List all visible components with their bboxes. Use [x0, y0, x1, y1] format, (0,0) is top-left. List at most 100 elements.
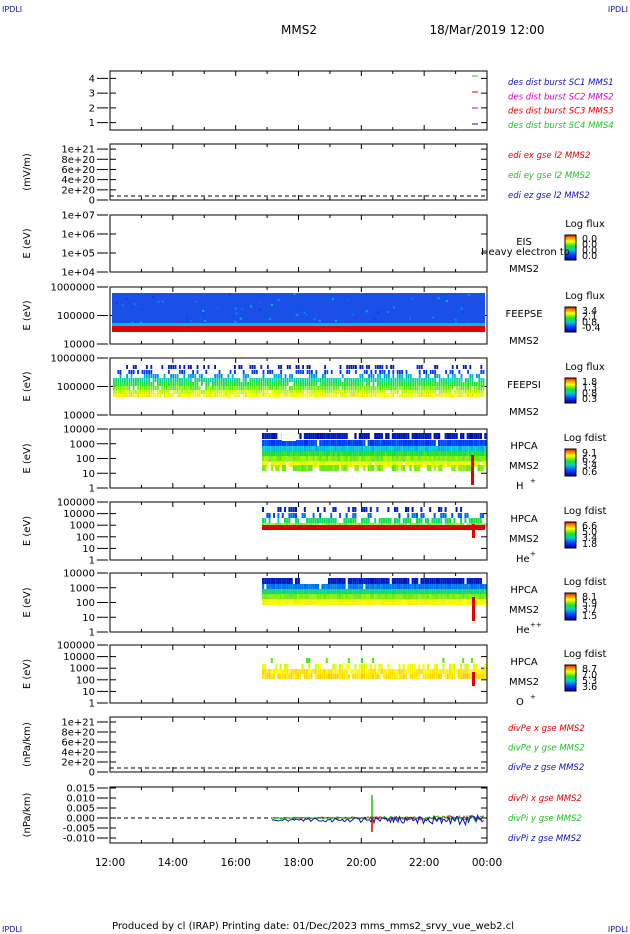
spectrogram-cell	[172, 378, 175, 382]
spectrogram-cell	[295, 674, 297, 679]
spectrogram-cell	[299, 456, 302, 462]
spectrogram-cell	[323, 584, 326, 590]
spectrogram-cell	[436, 393, 439, 397]
spectrogram-cell	[440, 440, 443, 446]
spectrogram-cell	[436, 386, 439, 390]
spectrogram-cell	[416, 578, 419, 584]
spectrogram-cell	[447, 393, 450, 397]
spectrogram-cell	[267, 393, 269, 397]
spectrogram-cell	[295, 370, 298, 374]
spectrogram-cell	[442, 461, 445, 467]
spectrogram-cell	[199, 317, 202, 320]
spectrogram-cell	[398, 584, 401, 590]
spectrogram-cell	[383, 578, 386, 584]
spectrogram-cell	[249, 365, 252, 369]
spectrogram-cell	[411, 507, 414, 512]
spectrogram-cell	[321, 599, 324, 605]
spectrogram-cell	[378, 518, 381, 523]
spectrogram-cell	[282, 386, 285, 390]
spectrogram-cell	[378, 461, 381, 467]
corner-label-top-right: IPDLI	[608, 5, 628, 14]
spectrogram-cell	[434, 393, 436, 397]
spectrogram-cell	[273, 584, 276, 590]
spectrogram-cell	[457, 599, 460, 605]
spectrogram-cell	[275, 584, 278, 590]
spectrogram-cell	[281, 513, 284, 518]
spectrogram-cell	[464, 589, 467, 595]
spectrogram-cell	[449, 386, 452, 390]
spectrogram-cell	[190, 365, 192, 369]
spectrogram-cell	[455, 589, 458, 595]
spectrogram-cell	[376, 451, 379, 457]
spectrogram-cell	[264, 465, 267, 471]
colorbar-tick-label: 0.6	[582, 467, 597, 478]
spectrogram-cell	[157, 386, 159, 390]
spectrogram-cell	[321, 589, 324, 595]
spectrogram-cell	[130, 390, 133, 394]
spectrogram-cell	[469, 390, 472, 394]
spectrogram-cell	[374, 433, 377, 439]
spectrogram-cell	[429, 382, 432, 386]
spectrogram-cell	[429, 390, 432, 394]
spectrogram-cell	[194, 393, 197, 397]
spectrogram-cell	[379, 386, 381, 390]
spectrogram-cell	[477, 674, 480, 679]
spectrogram-cell	[376, 456, 379, 462]
spectrogram-cell	[308, 433, 311, 439]
spectrogram-cell	[455, 599, 458, 605]
spectrogram-cell	[281, 584, 284, 590]
spectrogram-cell	[370, 378, 373, 382]
legend-entry: edi ey gse l2 MMS2	[508, 171, 590, 181]
spectrogram-cell	[345, 589, 348, 595]
spectrogram-cell	[236, 390, 238, 394]
y-axis-label: E (eV)	[22, 659, 33, 689]
spectrogram-cell	[400, 451, 403, 457]
spectrogram-cell	[288, 669, 291, 674]
spectrogram-cell	[482, 589, 485, 595]
spectrogram-cell	[218, 393, 221, 397]
spectrogram-cell	[405, 599, 408, 605]
spectrogram-cell	[409, 674, 412, 679]
spectrogram-cell	[473, 584, 476, 590]
spectrogram-cell	[270, 584, 273, 590]
spectrogram-cell	[482, 465, 485, 471]
spectrogram-cell	[468, 594, 471, 600]
spectrogram-cell	[455, 669, 458, 674]
spectrogram-cell	[460, 451, 463, 457]
spectrogram-cell	[358, 446, 361, 452]
spectrogram-cell	[311, 378, 313, 382]
spectrogram-cell	[270, 451, 273, 457]
spectrogram-cell	[477, 465, 480, 471]
spectrogram-cell	[266, 584, 269, 590]
spectrogram-cell	[297, 393, 300, 397]
spectrogram-cell	[183, 386, 186, 390]
spectrogram-cell	[310, 594, 313, 600]
spectrogram-cell	[369, 669, 372, 674]
spectrogram-cell	[475, 451, 478, 457]
spectrogram-cell	[297, 518, 300, 523]
spectrogram-cell	[306, 451, 309, 457]
spectrogram-cell	[443, 382, 445, 386]
spectrogram-cell	[361, 658, 363, 663]
colorbar	[564, 234, 577, 261]
spectrogram-cell	[146, 390, 148, 394]
spectrogram-cell	[308, 465, 311, 471]
spectrogram-cell	[299, 594, 302, 600]
spectrogram-cell	[464, 594, 467, 600]
spectrogram-cell	[361, 518, 363, 523]
spectrogram-cell	[369, 456, 372, 462]
spectrogram-cell	[451, 594, 454, 600]
spectrogram-cell	[380, 599, 383, 605]
spectrogram-cell	[444, 599, 447, 605]
spectrogram-cell	[473, 390, 476, 394]
spectrogram-cell	[376, 599, 379, 605]
spectrogram-cell	[377, 393, 379, 397]
spectrogram-cell	[170, 382, 172, 386]
spectrogram-cell	[433, 674, 436, 679]
spectrogram-cell	[465, 365, 467, 369]
spectrogram-cell	[321, 669, 324, 674]
spectrogram-cell	[308, 374, 311, 378]
spectrogram-cell	[476, 393, 478, 397]
spectrogram-cell	[284, 518, 286, 523]
spectrogram-cell	[414, 390, 417, 394]
